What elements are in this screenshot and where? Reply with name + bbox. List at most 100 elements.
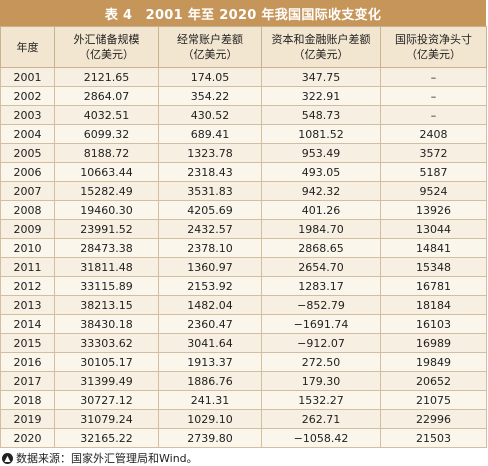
value-cell: 15348 (380, 257, 487, 277)
value-cell: 2121.65 (54, 67, 159, 87)
year-cell: 2001 (0, 67, 55, 87)
year-cell: 2015 (0, 333, 55, 353)
year-cell: 2009 (0, 219, 55, 239)
column-header-label: 年度 (16, 40, 39, 54)
year-cell: 2018 (0, 390, 55, 410)
value-cell: 2868.65 (261, 238, 381, 258)
table-row: 2010 28473.38 2378.10 2868.65 14841 (0, 238, 487, 258)
table-row: 2007 15282.49 3531.83 942.32 9524 (0, 181, 487, 201)
table-row: 2017 31399.49 1886.76 179.30 20652 (0, 371, 487, 391)
value-cell: 2153.92 (158, 276, 262, 296)
value-cell: 1283.17 (261, 276, 381, 296)
column-header-label: 资本和金融账户差额 (271, 33, 371, 46)
value-cell: 9524 (380, 181, 487, 201)
value-cell: 2432.57 (158, 219, 262, 239)
value-cell: 3531.83 (158, 181, 262, 201)
value-cell: 354.22 (158, 86, 262, 106)
table-row: 2006 10663.44 2318.43 493.05 5187 (0, 162, 487, 182)
column-header-unit: （亿美元） (182, 48, 238, 61)
value-cell: 241.31 (158, 390, 262, 410)
year-cell: 2007 (0, 181, 55, 201)
year-cell: 2016 (0, 352, 55, 372)
value-cell: 322.91 (261, 86, 381, 106)
value-cell: 2739.80 (158, 428, 262, 448)
year-cell: 2006 (0, 162, 55, 182)
year-cell: 2011 (0, 257, 55, 277)
column-header: 资本和金融账户差额 （亿美元） (261, 26, 381, 68)
column-header-label: 国际投资净头寸 (395, 33, 472, 46)
column-header-unit: （亿美元） (406, 48, 461, 61)
value-cell: 3041.64 (158, 333, 262, 353)
table-row: 2015 33303.62 3041.64 −912.07 16989 (0, 333, 487, 353)
value-cell: 953.49 (261, 143, 381, 163)
value-cell: 1913.37 (158, 352, 262, 372)
value-cell: 1081.52 (261, 124, 381, 144)
table-row: 2014 38430.18 2360.47 −1691.74 16103 (0, 314, 487, 334)
value-cell: 21503 (380, 428, 487, 448)
value-cell: – (380, 105, 487, 125)
table-row: 2005 8188.72 1323.78 953.49 3572 (0, 143, 487, 163)
table-row: 2003 4032.51 430.52 548.73– (0, 105, 487, 125)
column-header-label: 外汇储备规模 (73, 33, 140, 46)
column-header: 年度 (0, 26, 55, 68)
table-header: 年度 外汇储备规模 （亿美元） 经常账户差额 （亿美元） 资本和金融账户差额 （亿美元） 国际… (0, 26, 487, 68)
table-row: 2002 2864.07 354.22 322.91– (0, 86, 487, 106)
up-arrow-circle-icon: ▲ (2, 452, 13, 464)
value-cell: 31811.48 (54, 257, 159, 277)
value-cell: 174.05 (158, 67, 262, 87)
value-cell: – (380, 67, 487, 87)
value-cell: 6099.32 (54, 124, 159, 144)
table-row: 2001 2121.65 174.05 347.75– (0, 67, 487, 87)
table-row: 2018 30727.12 241.31 1532.27 21075 (0, 390, 487, 410)
value-cell: 21075 (380, 390, 487, 410)
value-cell: 262.71 (261, 409, 381, 429)
table-row: 2016 30105.17 1913.37 272.50 19849 (0, 352, 487, 372)
source-note-text: 数据来源：国家外汇管理局和Wind。 (16, 452, 198, 465)
table-row: 2020 32165.22 2739.80 −1058.42 21503 (0, 428, 487, 448)
value-cell: 19460.30 (54, 200, 159, 220)
value-cell: 2408 (380, 124, 487, 144)
value-cell: 430.52 (158, 105, 262, 125)
value-cell: 179.30 (261, 371, 381, 391)
value-cell: 14841 (380, 238, 487, 258)
value-cell: 32165.22 (54, 428, 159, 448)
value-cell: 28473.38 (54, 238, 159, 258)
value-cell: 18184 (380, 295, 487, 315)
year-cell: 2005 (0, 143, 55, 163)
value-cell: 33115.89 (54, 276, 159, 296)
value-cell: – (380, 86, 487, 106)
value-cell: 2318.43 (158, 162, 262, 182)
value-cell: 38213.15 (54, 295, 159, 315)
value-cell: 30105.17 (54, 352, 159, 372)
year-cell: 2014 (0, 314, 55, 334)
table-row: 2013 38213.15 1482.04 −852.79 18184 (0, 295, 487, 315)
value-cell: 2654.70 (261, 257, 381, 277)
table-body: 2001 2121.65 174.05 347.75–2002 2864.07 354.2… (0, 67, 487, 448)
year-cell: 2004 (0, 124, 55, 144)
year-cell: 2019 (0, 409, 55, 429)
table-row: 2011 31811.48 1360.97 2654.70 15348 (0, 257, 487, 277)
value-cell: 272.50 (261, 352, 381, 372)
table-row: 2009 23991.52 2432.57 1984.70 13044 (0, 219, 487, 239)
column-header-label: 经常账户差额 (177, 33, 243, 46)
year-cell: 2003 (0, 105, 55, 125)
year-cell: 2012 (0, 276, 55, 296)
value-cell: 1984.70 (261, 219, 381, 239)
value-cell: 2360.47 (158, 314, 262, 334)
value-cell: 942.32 (261, 181, 381, 201)
value-cell: 30727.12 (54, 390, 159, 410)
value-cell: 1360.97 (158, 257, 262, 277)
year-cell: 2010 (0, 238, 55, 258)
table-row: 2008 19460.30 4205.69 401.26 13926 (0, 200, 487, 220)
value-cell: −912.07 (261, 333, 381, 353)
value-cell: −1691.74 (261, 314, 381, 334)
table-row: 2012 33115.89 2153.92 1283.17 16781 (0, 276, 487, 296)
value-cell: 1482.04 (158, 295, 262, 315)
value-cell: 5187 (380, 162, 487, 182)
value-cell: 15282.49 (54, 181, 159, 201)
value-cell: 16103 (380, 314, 487, 334)
value-cell: −1058.42 (261, 428, 381, 448)
year-cell: 2020 (0, 428, 55, 448)
value-cell: 347.75 (261, 67, 381, 87)
